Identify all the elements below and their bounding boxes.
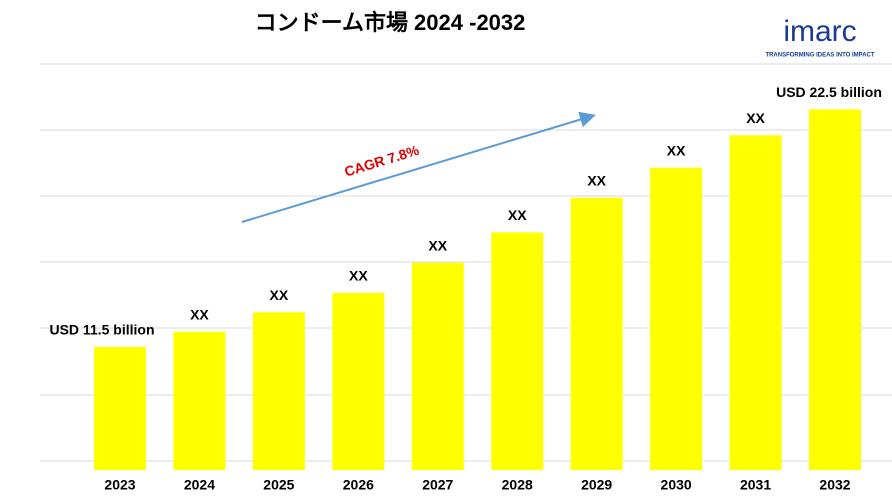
value-label: XX: [428, 237, 447, 253]
bar: [650, 167, 703, 470]
value-label: XX: [349, 268, 368, 284]
value-label: USD 11.5 billion: [49, 322, 154, 338]
cagr-annotation: CAGR 7.8%: [342, 142, 421, 180]
value-label: XX: [508, 207, 527, 223]
x-tick-label: 2023: [104, 477, 135, 493]
bar: [252, 312, 305, 470]
value-label: XX: [190, 306, 209, 322]
x-tick-label: 2027: [422, 477, 453, 493]
bar: [411, 262, 464, 470]
value-label: XX: [667, 142, 686, 158]
value-label: XX: [587, 173, 606, 189]
x-tick-label: 2024: [184, 477, 215, 493]
x-tick-label: 2026: [343, 477, 374, 493]
logo-tagline: TRANSFORMING IDEAS INTO IMPACT: [765, 53, 874, 59]
logo-name: imarc: [783, 15, 856, 48]
x-tick-label: 2029: [581, 477, 612, 493]
chart-title: コンドーム市場 2024 -2032: [255, 10, 526, 35]
x-tick-label: 2030: [661, 477, 692, 493]
bar: [729, 135, 782, 470]
value-label: XX: [746, 110, 765, 126]
x-tick-label: 2028: [502, 477, 533, 493]
value-label: USD 22.5 billion: [776, 84, 882, 100]
bar: [491, 232, 544, 470]
bar: [173, 331, 226, 470]
value-label: XX: [270, 287, 289, 303]
x-tick-label: 2031: [740, 477, 771, 493]
bar: [570, 197, 623, 470]
bar: [332, 292, 385, 470]
trend-arrow: [241, 111, 596, 223]
x-tick-label: 2032: [819, 477, 850, 493]
bar: [94, 346, 146, 470]
bar: [809, 109, 861, 470]
x-tick-label: 2025: [263, 477, 294, 493]
